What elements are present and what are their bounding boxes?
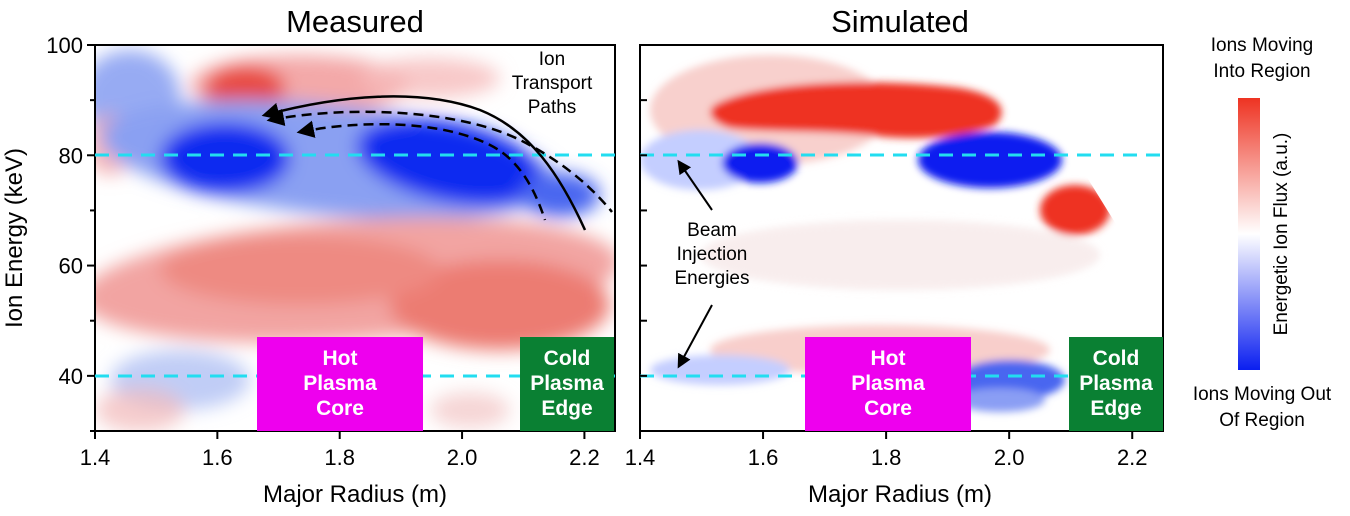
simulated-panel-title: Simulated [831, 4, 969, 39]
measured-hot-core-box: Hot Plasma Core [257, 337, 423, 431]
measured-x-tick-label: 1.4 [80, 445, 111, 470]
transport-path-solid [261, 95, 587, 231]
axes-layer: 1.4 1.6 1.8 2.0 2.2 40 60 80 100 1.4 1.6 1.8 2.0 2.2 [46, 33, 1147, 470]
measured-x-tick-label: 2.2 [569, 445, 600, 470]
measured-x-tick-label: 1.6 [202, 445, 233, 470]
measured-cold-edge-box: Cold Plasma Edge [520, 337, 614, 431]
simulated-x-axis-label: Major Radius (m) [808, 481, 992, 508]
colorbar-top-label: Ions Moving Into Region [1211, 35, 1313, 82]
transport-paths-label: Ion Transport Paths [512, 49, 593, 118]
colorbar-label: Energetic Ion Flux (a.u.) [1271, 133, 1292, 336]
measured-x-tick-label: 1.8 [324, 445, 355, 470]
colorbar-bottom-label: Ions Moving Out Of Region [1193, 384, 1332, 431]
simulated-x-tick-label: 1.8 [871, 445, 902, 470]
measured-x-axis-label: Major Radius (m) [263, 481, 447, 508]
measured-y-tick-label: 60 [59, 254, 83, 279]
colorbar-scale [1238, 98, 1260, 370]
transport-path-arrows [261, 95, 613, 231]
transport-path-dashed-lower [296, 120, 547, 221]
measured-y-tick-label: 100 [46, 33, 83, 58]
measured-y-tick-label: 40 [59, 364, 83, 389]
simulated-heatmap [640, 45, 1163, 431]
simulated-hot-core-box: Hot Plasma Core [805, 337, 971, 431]
simulated-cold-edge-box: Cold Plasma Edge [1069, 337, 1163, 431]
beam-injection-label: Beam Injection Energies [675, 220, 750, 289]
colorbar: Ions Moving Into Region Energetic Ion Flu… [1193, 35, 1332, 431]
measured-x-tick-label: 2.0 [447, 445, 478, 470]
y-axis-label: Ion Energy (keV) [1, 148, 28, 328]
measured-panel-title: Measured [286, 4, 424, 39]
transport-path-dashed-upper [266, 108, 613, 213]
beam-arrow-80kev [677, 159, 713, 211]
beam-arrow-40kev [677, 304, 713, 369]
measured-y-tick-label: 80 [59, 143, 83, 168]
measured-heatmap [95, 45, 615, 431]
simulated-x-tick-label: 1.4 [625, 445, 656, 470]
simulated-x-tick-label: 1.6 [748, 445, 779, 470]
simulated-x-tick-label: 2.2 [1117, 445, 1148, 470]
simulated-x-tick-label: 2.0 [994, 445, 1025, 470]
